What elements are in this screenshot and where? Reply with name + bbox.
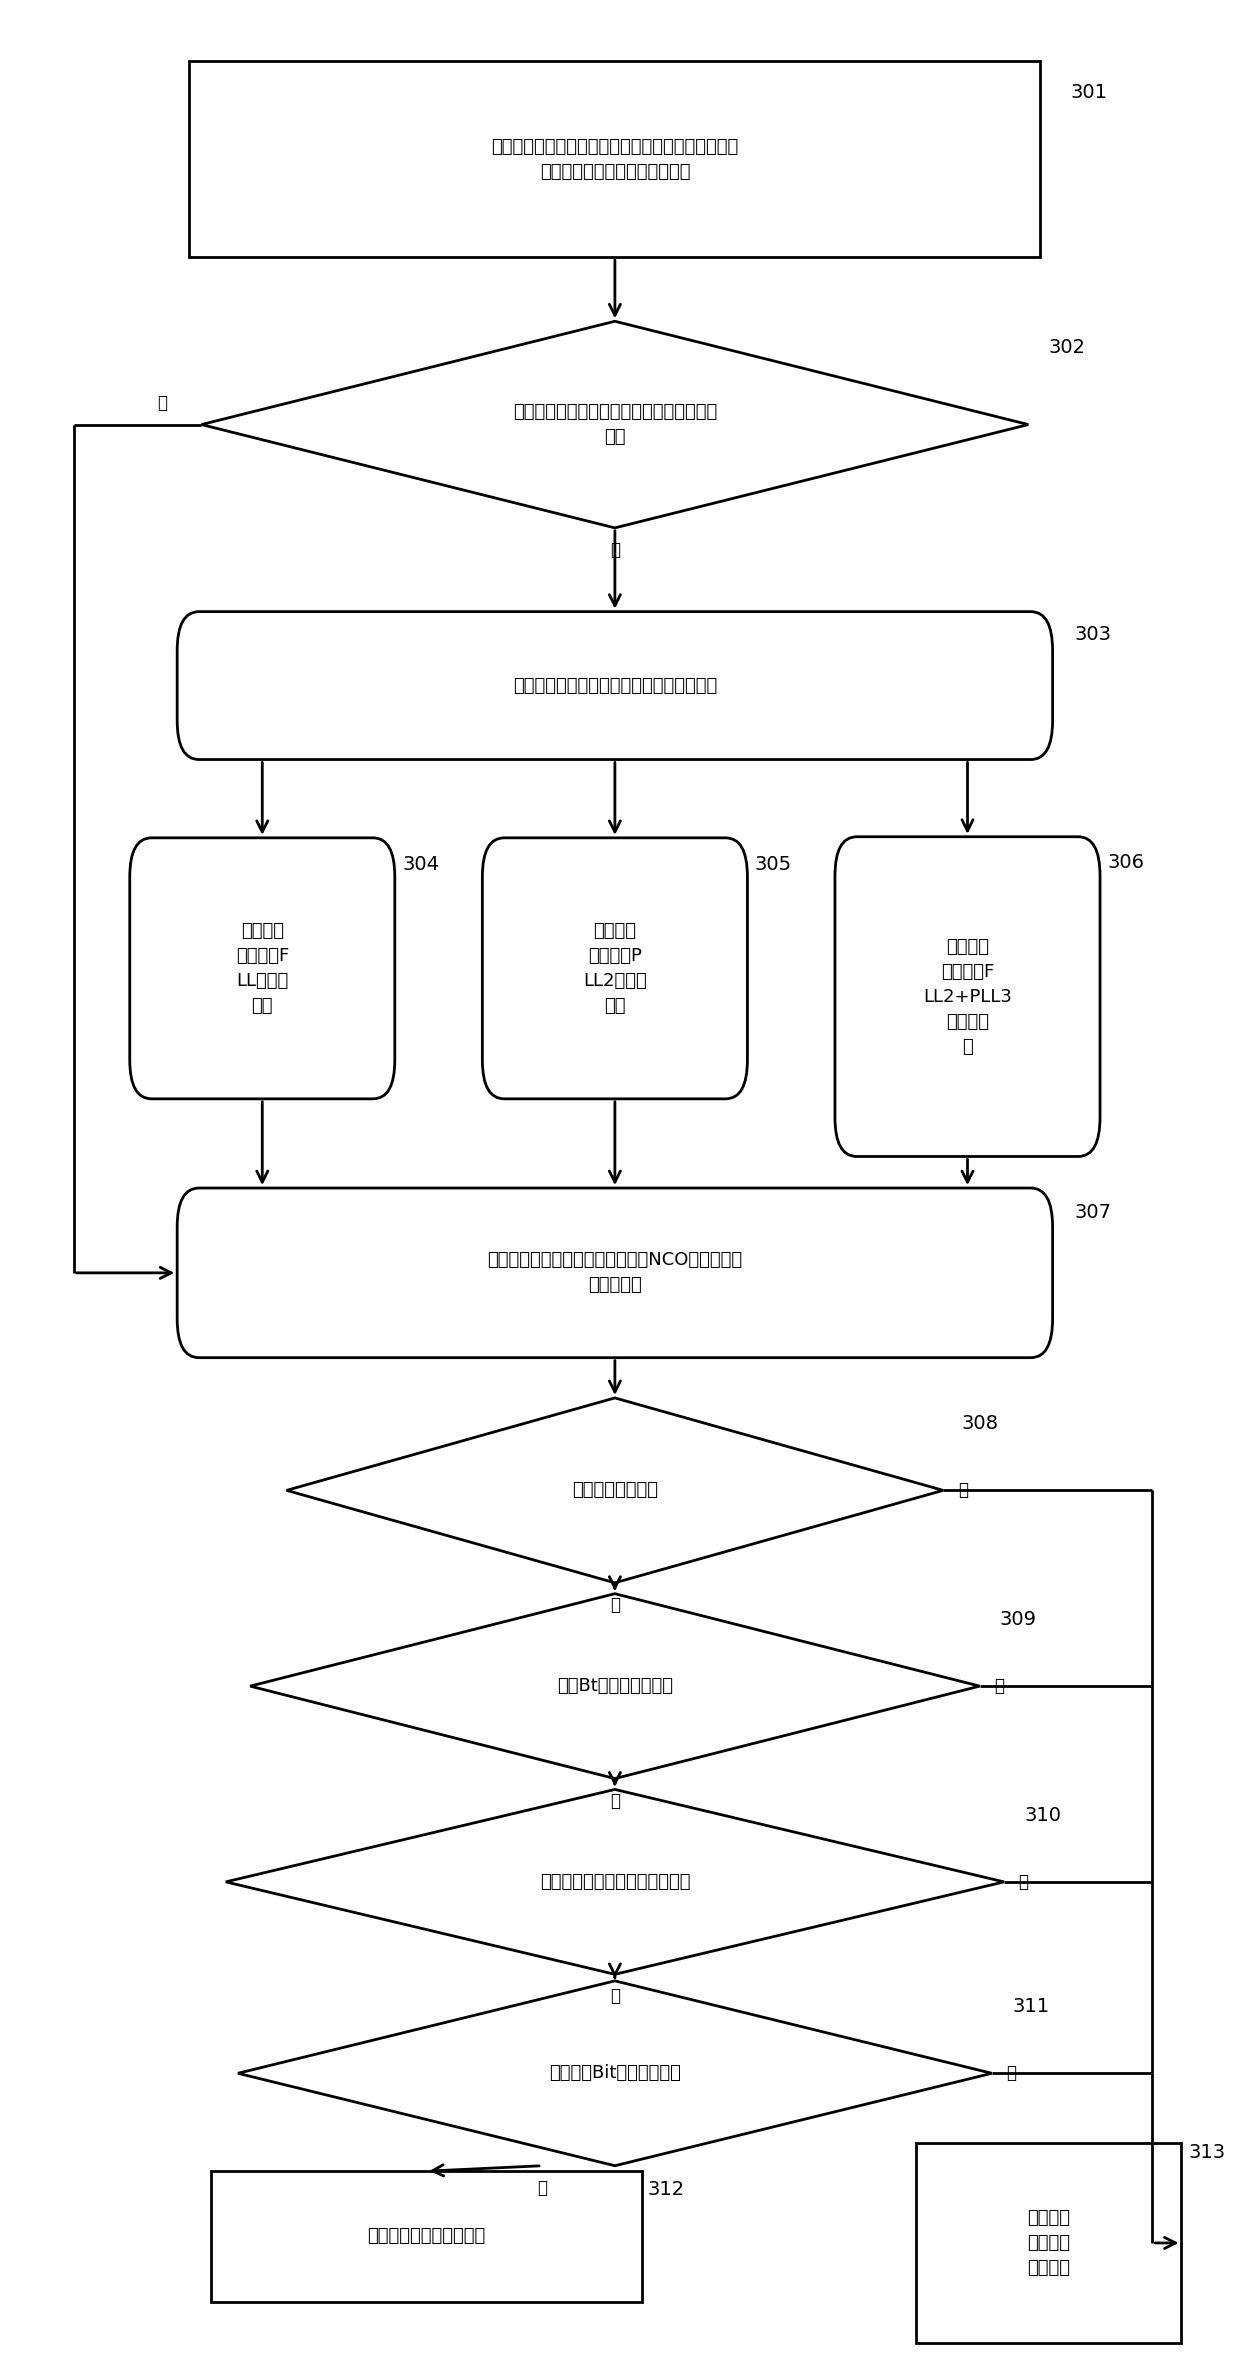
Text: 307: 307 [1075,1203,1111,1222]
Text: 判断载波Bit是否需要反转: 判断载波Bit是否需要反转 [549,2065,681,2082]
FancyBboxPatch shape [482,839,748,1099]
Text: 301: 301 [1071,83,1107,102]
Text: 否: 否 [994,1678,1004,1694]
Text: 310: 310 [1024,1805,1061,1824]
Text: 确定载波
相位观测
数据无效: 确定载波 相位观测 数据无效 [1028,2209,1070,2278]
Bar [190,61,1040,258]
Text: 303: 303 [1075,624,1111,643]
Text: 输入至载波环路的数字控制振荡器NCO，输出载波
相位累加值: 输入至载波环路的数字控制振荡器NCO，输出载波 相位累加值 [487,1252,743,1295]
Text: 309: 309 [999,1609,1037,1628]
Bar [916,2143,1182,2344]
Polygon shape [238,1980,992,2167]
FancyBboxPatch shape [835,837,1100,1156]
Text: 313: 313 [1189,2143,1226,2162]
Polygon shape [201,321,1028,527]
Text: 判断载波环路状态: 判断载波环路状态 [572,1482,658,1501]
Text: 判断当前载波环路的锁定指示是否高于跟踪
门限: 判断当前载波环路的锁定指示是否高于跟踪 门限 [513,404,717,447]
Text: 否: 否 [157,395,167,411]
Text: 是: 是 [537,2179,547,2198]
Text: 判断环路跟踪精度是否满足要求: 判断环路跟踪精度是否满足要求 [539,1874,691,1890]
Text: 是: 是 [610,1791,620,1810]
Text: 否: 否 [1007,2065,1017,2082]
Text: 311: 311 [1013,1997,1049,2016]
Text: 是: 是 [610,1987,620,2006]
Polygon shape [226,1789,1004,1975]
Polygon shape [250,1593,980,1779]
Text: 是: 是 [610,541,620,560]
Text: 305: 305 [755,855,792,874]
Text: 否: 否 [957,1482,967,1501]
Text: 否: 否 [1018,1874,1028,1890]
Text: 接收导航卫星的直发信号，并将接收到的直发信号作
为接收机中载波环路的输入信号: 接收导航卫星的直发信号，并将接收到的直发信号作 为接收机中载波环路的输入信号 [491,137,739,180]
Text: 304: 304 [402,855,439,874]
Text: 308: 308 [961,1413,998,1434]
Text: 306: 306 [1107,853,1145,872]
Text: 输入至鉴
相器，和P
LL2环路滤
波器: 输入至鉴 相器，和P LL2环路滤 波器 [583,922,647,1014]
Text: 302: 302 [1049,338,1086,357]
Polygon shape [286,1399,944,1583]
Text: 根据当前环路滤波的需要，确定滤波器类型: 根据当前环路滤波的需要，确定滤波器类型 [513,676,717,695]
Text: 312: 312 [647,2181,684,2200]
Text: 是: 是 [610,1595,620,1614]
Text: 输出的载波相位观测数据: 输出的载波相位观测数据 [367,2228,486,2245]
Text: 判断Bt帧同步是否有效: 判断Bt帧同步是否有效 [557,1678,673,1694]
FancyBboxPatch shape [177,1189,1053,1359]
Text: 输入至鉴
频器，和F
LL环路滤
波器: 输入至鉴 频器，和F LL环路滤 波器 [236,922,289,1014]
Text: 输入至鉴
相器，和F
LL2+PLL3
环路滤波
器: 输入至鉴 相器，和F LL2+PLL3 环路滤波 器 [923,938,1012,1056]
FancyBboxPatch shape [177,612,1053,759]
FancyBboxPatch shape [130,839,394,1099]
Bar [211,2172,642,2302]
